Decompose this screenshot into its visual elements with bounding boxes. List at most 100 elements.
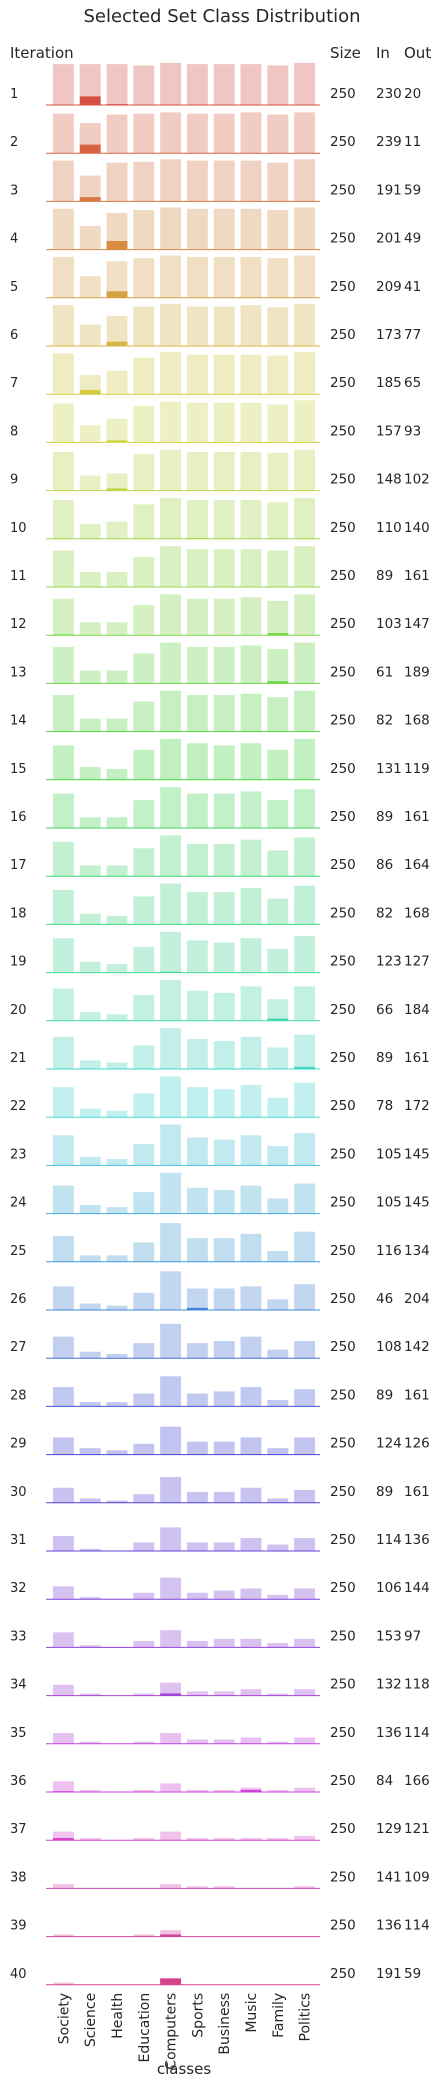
- in-value: 136: [376, 1725, 402, 1741]
- total-bar: [133, 1394, 154, 1407]
- out-value: 204: [404, 1291, 430, 1307]
- size-value: 250: [330, 568, 356, 584]
- total-bar: [187, 403, 208, 443]
- iteration-row: 29 250 124 126: [10, 1427, 430, 1455]
- iteration-label: 5: [10, 280, 18, 295]
- total-bar: [133, 454, 154, 491]
- out-value: 127: [404, 954, 430, 970]
- iteration-label: 3: [10, 183, 18, 198]
- total-bar: [53, 695, 74, 732]
- total-bar: [187, 257, 208, 298]
- in-value: 82: [376, 905, 393, 921]
- total-bar: [294, 1836, 315, 1840]
- total-bar: [187, 844, 208, 876]
- iteration-row: 12 250 103 147: [10, 594, 430, 635]
- out-value: 65: [404, 375, 421, 391]
- total-bar: [53, 209, 74, 250]
- iteration-row: 22 250 78 172: [10, 1076, 430, 1117]
- total-bar: [53, 305, 74, 346]
- total-bar: [214, 1140, 235, 1166]
- out-value: 102: [404, 472, 430, 488]
- total-bar: [160, 63, 181, 105]
- iteration-row: 34 250 132 118: [10, 1677, 430, 1696]
- x-tick-label: Sports: [190, 1993, 206, 2038]
- size-value: 250: [330, 1918, 356, 1934]
- total-bar: [80, 524, 101, 539]
- total-bar: [187, 940, 208, 972]
- total-bar: [267, 1098, 288, 1117]
- total-bar: [187, 1039, 208, 1069]
- total-bar: [160, 835, 181, 876]
- total-bar: [160, 787, 181, 828]
- total-bar: [294, 936, 315, 973]
- total-bar: [133, 750, 154, 780]
- total-bar: [53, 1387, 74, 1406]
- iteration-label: 8: [10, 424, 18, 439]
- total-bar: [241, 1234, 262, 1262]
- iteration-label: 40: [10, 1967, 27, 1982]
- out-value: 136: [404, 1532, 430, 1548]
- total-bar: [80, 767, 101, 780]
- total-bar: [187, 1394, 208, 1407]
- total-bar: [241, 355, 262, 395]
- total-bar: [294, 1284, 315, 1310]
- total-bar: [267, 1146, 288, 1165]
- total-bar: [267, 649, 288, 683]
- iteration-label: 4: [10, 232, 18, 247]
- total-bar: [53, 452, 74, 491]
- total-bar: [241, 1387, 262, 1406]
- total-bar: [80, 1352, 101, 1358]
- total-bar: [294, 1689, 315, 1695]
- total-bar: [53, 890, 74, 924]
- in-value: 86: [376, 857, 393, 873]
- in-value: 201: [376, 231, 402, 247]
- total-bar: [160, 691, 181, 732]
- total-bar: [241, 403, 262, 443]
- total-bar: [80, 962, 101, 973]
- size-value: 250: [330, 1821, 356, 1837]
- total-bar: [133, 702, 154, 732]
- total-bar: [187, 892, 208, 924]
- iteration-label: 32: [10, 1581, 27, 1596]
- total-bar: [294, 352, 315, 394]
- out-value: 121: [404, 1821, 430, 1837]
- iteration-label: 18: [10, 906, 27, 921]
- out-value: 161: [404, 1484, 430, 1500]
- total-bar: [214, 1391, 235, 1406]
- total-bar: [80, 1448, 101, 1454]
- total-bar: [294, 304, 315, 346]
- total-bar: [160, 1884, 181, 1888]
- size-value: 250: [330, 809, 356, 825]
- total-bar: [267, 1595, 288, 1599]
- iteration-label: 33: [10, 1629, 27, 1644]
- total-bar: [241, 1337, 262, 1359]
- in-value: 108: [376, 1339, 402, 1355]
- size-value: 250: [330, 1869, 356, 1885]
- total-bar: [241, 500, 262, 539]
- in-value: 110: [376, 520, 402, 536]
- in-value: 105: [376, 1195, 402, 1211]
- size-value: 250: [330, 1532, 356, 1548]
- total-bar: [80, 325, 101, 347]
- iteration-label: 34: [10, 1678, 27, 1693]
- in-value: 89: [376, 1050, 393, 1066]
- out-value: 161: [404, 1050, 430, 1066]
- total-bar: [267, 949, 288, 973]
- total-bar: [53, 1536, 74, 1551]
- iteration-label: 6: [10, 328, 18, 343]
- total-bar: [53, 1037, 74, 1069]
- total-bar: [160, 1324, 181, 1358]
- iteration-row: 30 250 89 161: [10, 1477, 430, 1503]
- in-value: 89: [376, 1387, 393, 1403]
- total-bar: [107, 522, 128, 539]
- total-bar: [214, 943, 235, 973]
- in-value: 114: [376, 1532, 402, 1548]
- total-bar: [160, 932, 181, 973]
- total-bar: [107, 1063, 128, 1069]
- total-bar: [294, 1588, 315, 1599]
- total-bar: [241, 64, 262, 105]
- size-value: 250: [330, 1339, 356, 1355]
- total-bar: [187, 743, 208, 780]
- iteration-label: 9: [10, 473, 18, 488]
- in-value: 191: [376, 182, 402, 198]
